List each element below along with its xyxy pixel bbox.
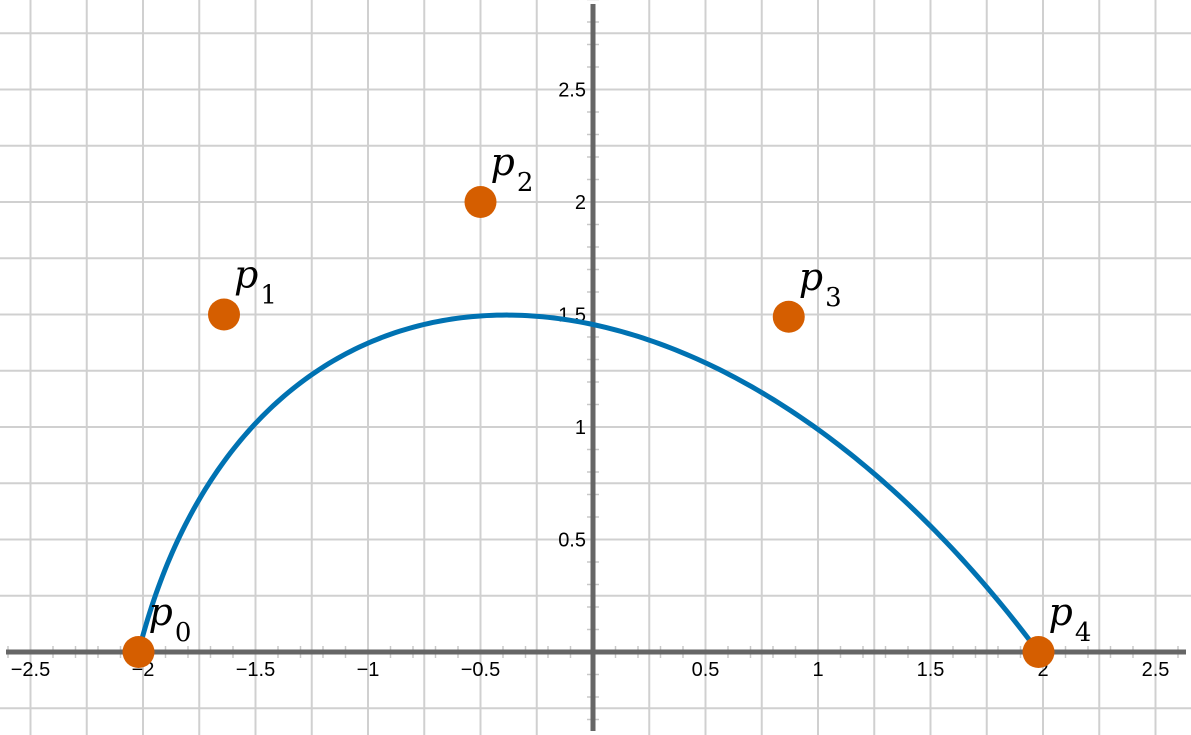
control-point-p4 bbox=[1022, 636, 1055, 668]
control-point-labels: p0 p1 p2 p3 p4 bbox=[149, 140, 1092, 648]
control-points bbox=[122, 186, 1055, 668]
bezier-curve bbox=[136, 312, 1041, 655]
x-tick-label: 2 bbox=[1037, 659, 1048, 681]
y-tick-label: 2 bbox=[575, 192, 586, 214]
control-point-p3 bbox=[772, 300, 805, 333]
x-tick-label: −0.5 bbox=[461, 659, 500, 681]
y-tick-label: 0.5 bbox=[558, 530, 586, 552]
x-tick-label: 2.5 bbox=[1142, 659, 1170, 681]
x-tick-label: 1.5 bbox=[917, 659, 945, 681]
control-point-p1 bbox=[208, 298, 240, 331]
y-tick-label: 1 bbox=[575, 417, 586, 439]
control-point-label-p3: p3 bbox=[799, 255, 842, 313]
x-tick-label: 1 bbox=[812, 659, 823, 681]
control-point-label-p0: p0 bbox=[149, 590, 192, 648]
control-point-label-p2: p2 bbox=[491, 140, 534, 198]
control-point-p2 bbox=[464, 186, 497, 218]
tick-labels: −2.5 −2 −1.5 −1 −0.5 0.5 1 1.5 2 2.50.511.522.5 bbox=[11, 80, 1170, 682]
x-tick-label: −1 bbox=[357, 659, 380, 681]
x-tick-label: 0.5 bbox=[692, 659, 720, 681]
control-point-label-p4: p4 bbox=[1049, 590, 1092, 648]
y-tick-label: 2.5 bbox=[558, 80, 586, 102]
x-tick-label: −1.5 bbox=[236, 659, 275, 681]
axes bbox=[6, 4, 1186, 731]
control-point-label-p1: p1 bbox=[234, 253, 277, 311]
control-point-p0 bbox=[122, 636, 155, 668]
x-tick-label: −2.5 bbox=[11, 659, 50, 681]
